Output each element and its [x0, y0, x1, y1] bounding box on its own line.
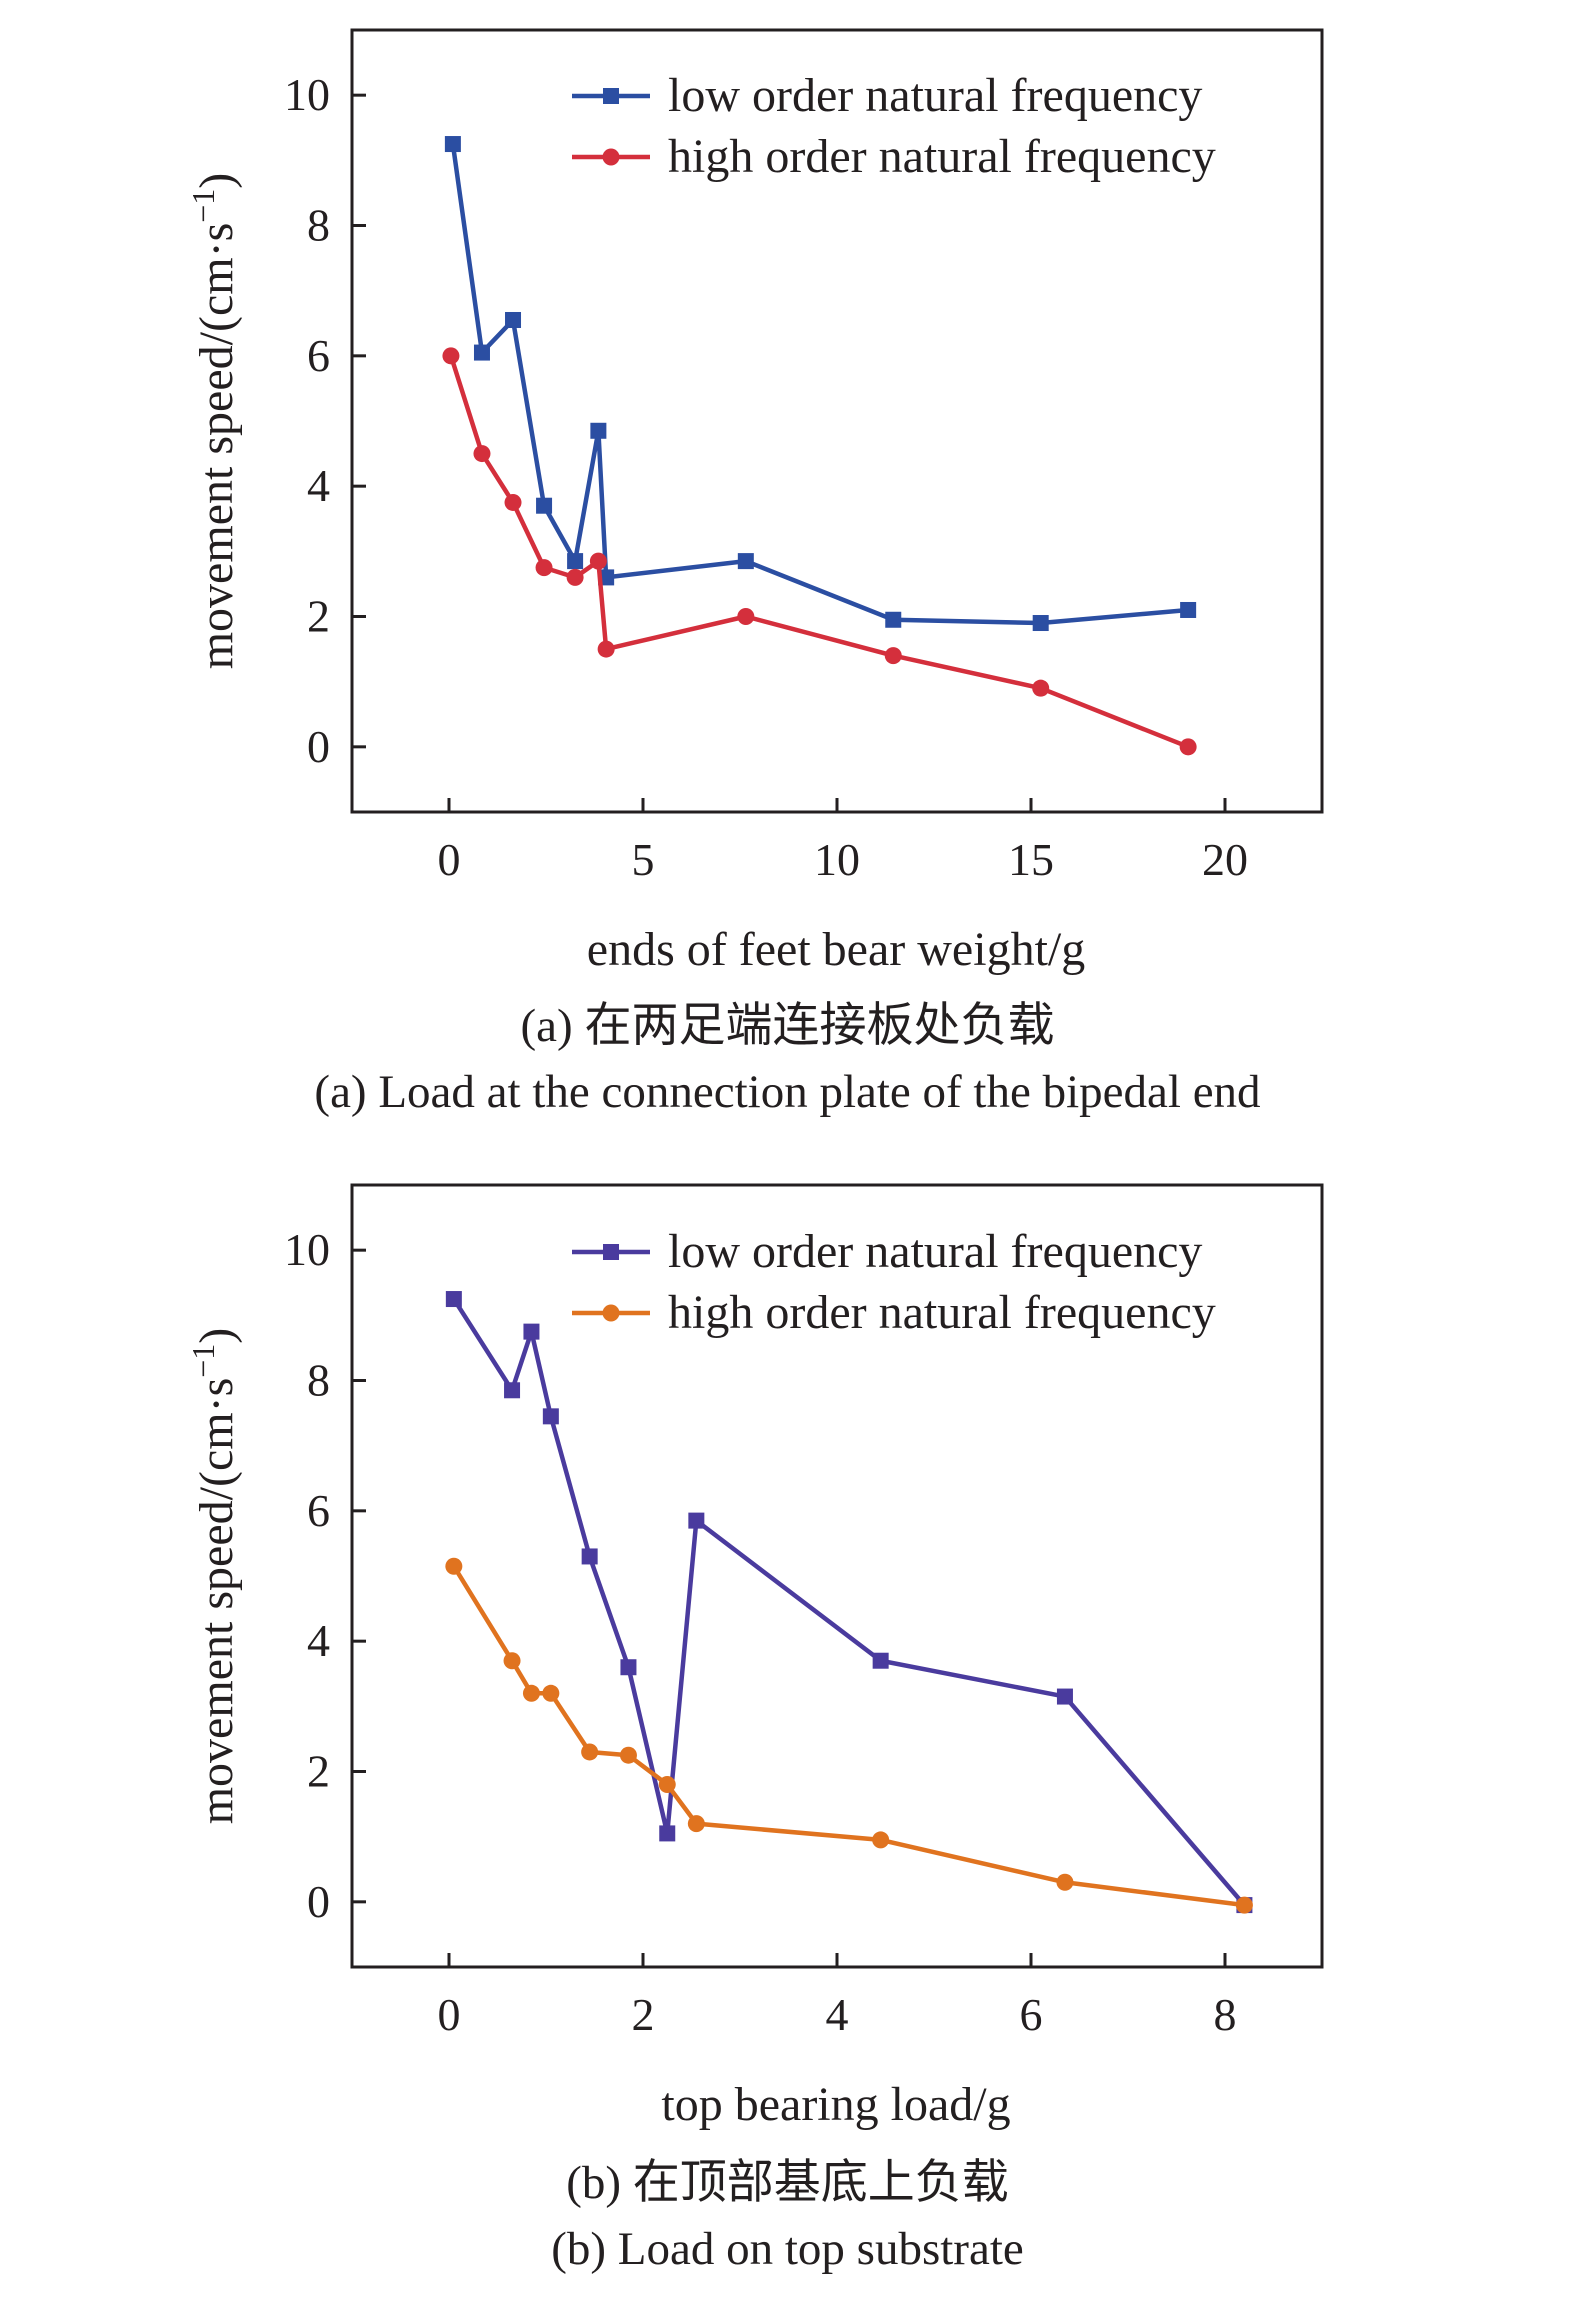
chart-a-y-axis-title-sup: −1: [185, 189, 221, 223]
chart-a-y-tick-label: 0: [307, 721, 330, 772]
chart-a-series-2-point: [442, 347, 460, 365]
chart-a-legend-marker-2: [602, 148, 620, 166]
chart-b: 0 2 4 6 8 0 2 4 6 8 10 top bearing load/g movement s…: [185, 1183, 1324, 2131]
chart-b-y-axis-title-sup: −1: [185, 1344, 221, 1378]
chart-b-y-tick-label: 4: [307, 1615, 330, 1666]
chart-b-series-1-point: [581, 1548, 598, 1565]
caption-a-chinese: (a) 在两足端连接板处负载: [520, 1000, 1055, 1052]
chart-b-y-tick-label: 10: [284, 1224, 330, 1275]
chart-b-x-tick-label: 0: [438, 1989, 461, 2040]
chart-a-series-2-point: [473, 445, 491, 463]
chart-b-series-2-point: [619, 1746, 637, 1764]
chart-b-x-tick-label: 4: [826, 1989, 849, 2040]
chart-a-x-tick-label: 15: [1008, 834, 1054, 885]
chart-a-series-2-point: [535, 559, 553, 577]
chart-a-series-1-line: [450, 143, 1189, 626]
chart-a-series-1-point: [590, 422, 607, 439]
chart-b-y-axis-title-main: movement speed/(cm·s: [190, 1378, 243, 1825]
chart-b-series-2-point: [658, 1776, 676, 1794]
chart-a-legend-label-2: high order natural frequency: [668, 130, 1216, 183]
caption-b-english: (b) Load on top substrate: [551, 2223, 1024, 2275]
chart-b-series-2-point: [503, 1652, 521, 1670]
chart-a-series-2-point: [884, 647, 902, 665]
chart-b-series-2-point: [1235, 1896, 1253, 1914]
chart-b-y-tick-label: 6: [307, 1485, 330, 1536]
chart-b-series-2-point: [581, 1743, 599, 1761]
figure-a: 0 5 10 15 20 0 2 4 6 8 10 ends of feet bear weight/…: [185, 28, 1324, 1118]
chart-a-series-1-point: [567, 553, 584, 570]
chart-b-x-axis-title: top bearing load/g: [661, 2078, 1010, 2131]
chart-b-series-1-point: [872, 1652, 889, 1669]
chart-a-series-1-point: [737, 553, 754, 570]
chart-a-x-tick-label: 10: [814, 834, 860, 885]
chart-b-series-1-point: [542, 1408, 559, 1425]
chart-a-series-2-point: [597, 640, 615, 658]
chart-a-x-tick-label: 20: [1202, 834, 1248, 885]
chart-b-x-tick-label: 2: [632, 1989, 655, 2040]
chart-b-series-1-point: [688, 1512, 705, 1529]
chart-b-series-2-point: [445, 1557, 463, 1575]
chart-a-series-1-point: [1180, 601, 1197, 618]
chart-a-legend-marker-1: [603, 88, 619, 104]
chart-b-y-tick-label: 2: [307, 1746, 330, 1797]
chart-a-series-1-point: [473, 344, 490, 361]
chart-b-legend-marker-1: [603, 1244, 619, 1260]
chart-b-series-2-point: [687, 1815, 705, 1833]
chart-b-legend-label-2: high order natural frequency: [668, 1286, 1216, 1339]
chart-a-series-1-point: [536, 497, 553, 514]
chart-a-series-2-point: [504, 493, 522, 511]
chart-b-y-tick-label: 8: [307, 1355, 330, 1406]
chart-a-series-1-point: [1032, 615, 1049, 632]
chart-a-series-1-point: [444, 136, 461, 153]
chart-b-series-2-point: [1056, 1873, 1074, 1891]
chart-a-x-tick-label: 0: [438, 834, 461, 885]
chart-a-series-2-point: [1032, 679, 1050, 697]
chart-a-y-tick-label: 8: [307, 200, 330, 251]
chart-a-y-axis-title-main: movement speed/(cm·s: [190, 223, 243, 670]
chart-a-x-axis-title: ends of feet bear weight/g: [587, 923, 1085, 976]
chart-b-series-1-point: [1056, 1688, 1073, 1705]
chart-b-series-1-line: [451, 1297, 1247, 1907]
chart-a-series-1-point: [885, 611, 902, 628]
chart-b-series-1-point: [620, 1659, 637, 1676]
chart-b-x-tick-label: 6: [1020, 1989, 1043, 2040]
chart-a-y-axis-title: movement speed/(cm·s−1): [185, 173, 243, 670]
chart-a-series-2-point: [589, 552, 607, 570]
chart-a-series-1-point: [505, 311, 522, 328]
chart-b-x-tick-label: 8: [1214, 1989, 1237, 2040]
chart-a-series-2-line: [448, 355, 1189, 749]
chart-a-series-2-point: [737, 608, 755, 625]
chart-b-series-2-point: [522, 1684, 540, 1702]
chart-b-y-axis-title: movement speed/(cm·s−1): [185, 1328, 243, 1825]
chart-a-y-tick-label: 2: [307, 591, 330, 642]
chart-a-y-tick-label: 10: [284, 69, 330, 120]
chart-b-series-1-point: [659, 1825, 676, 1842]
caption-b-chinese: (b) 在顶部基底上负载: [566, 2157, 1009, 2209]
chart-a-x-tick-label: 5: [632, 834, 655, 885]
caption-a-english: (a) Load at the connection plate of the …: [314, 1066, 1261, 1118]
chart-b-series-1-point: [504, 1382, 521, 1399]
chart-a-y-tick-label: 4: [307, 460, 330, 511]
chart-b-legend-label-1: low order natural frequency: [668, 1225, 1202, 1278]
chart-b-y-axis-title-close: ): [190, 1328, 243, 1344]
chart-b-series-1-point: [445, 1291, 462, 1308]
chart-b-legend-marker-2: [602, 1304, 620, 1322]
chart-b-y-tick-label: 0: [307, 1876, 330, 1927]
chart-a: 0 5 10 15 20 0 2 4 6 8 10 ends of feet bear weight/…: [185, 28, 1324, 976]
chart-a-legend-label-1: low order natural frequency: [668, 69, 1202, 122]
chart-a-series-2-point: [566, 568, 584, 586]
figure-b: 0 2 4 6 8 0 2 4 6 8 10 top bearing load/g movement s…: [0, 1170, 1575, 2313]
chart-a-series-2-point: [1179, 738, 1197, 756]
chart-a-y-tick-label: 6: [307, 330, 330, 381]
chart-b-series-1-point: [523, 1323, 540, 1340]
chart-b-series-2-point: [872, 1831, 890, 1849]
chart-b-series-2-line: [451, 1565, 1245, 1908]
chart-a-y-axis-title-close: ): [190, 173, 243, 189]
chart-b-series-2-point: [542, 1684, 560, 1702]
